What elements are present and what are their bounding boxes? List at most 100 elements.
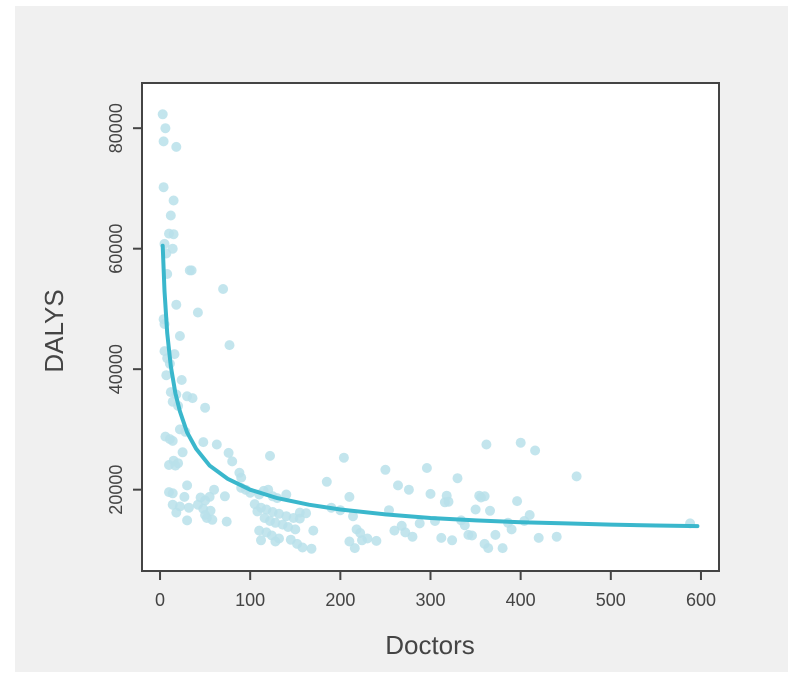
data-point <box>301 508 312 519</box>
data-point <box>481 439 492 450</box>
data-point <box>524 510 535 520</box>
data-point <box>192 307 203 318</box>
data-point <box>479 491 490 502</box>
data-point <box>161 370 172 381</box>
data-point <box>403 484 414 495</box>
data-point <box>186 265 197 276</box>
data-point <box>506 524 517 535</box>
data-point <box>459 520 470 531</box>
data-point <box>306 543 317 554</box>
data-point <box>207 514 218 525</box>
data-point <box>530 445 541 456</box>
y-tick-label: 80000 <box>106 103 126 153</box>
data-point <box>167 435 178 446</box>
data-point <box>218 284 229 294</box>
data-point <box>200 402 211 413</box>
data-point <box>393 480 403 491</box>
data-point <box>421 463 432 473</box>
data-point <box>236 472 247 483</box>
data-point <box>515 437 526 448</box>
data-point <box>414 518 425 529</box>
x-axis-ticks: 0 100 200 300 400 500 600 <box>155 571 716 610</box>
data-point <box>308 525 319 536</box>
data-point <box>167 488 178 499</box>
data-point <box>223 447 234 458</box>
x-tick-label: 300 <box>415 590 445 610</box>
data-point <box>470 504 481 515</box>
data-point <box>171 141 182 152</box>
x-tick-label: 100 <box>235 590 265 610</box>
data-point <box>571 471 582 482</box>
data-point <box>158 136 169 147</box>
data-point <box>467 530 477 541</box>
data-point <box>171 507 182 518</box>
data-point <box>371 535 382 546</box>
data-point <box>447 535 458 546</box>
data-point <box>209 484 220 495</box>
data-point <box>349 543 360 554</box>
figure-background: 0 100 200 300 400 500 600 20000 40000 60000 80000… <box>15 6 788 672</box>
data-point <box>176 375 187 385</box>
y-tick-label: 20000 <box>106 465 126 515</box>
data-point <box>389 525 400 536</box>
data-point <box>221 516 232 527</box>
data-point <box>297 542 308 553</box>
data-point <box>344 536 355 547</box>
data-point <box>270 536 281 547</box>
data-point <box>179 491 190 502</box>
data-point <box>400 527 411 538</box>
fit-curve <box>160 243 700 529</box>
data-point <box>182 515 193 526</box>
data-point <box>485 505 495 516</box>
data-point <box>157 109 168 120</box>
data-point <box>281 489 292 500</box>
data-point <box>219 491 230 502</box>
scatter-chart: 0 100 200 300 400 500 600 20000 40000 60000 80000… <box>39 82 720 660</box>
data-point <box>165 210 176 221</box>
data-point <box>169 349 180 360</box>
data-point <box>443 496 454 507</box>
data-point <box>512 496 523 507</box>
data-point <box>158 182 169 193</box>
data-point <box>183 502 194 513</box>
data-point <box>533 532 544 543</box>
data-point <box>362 533 373 544</box>
data-point <box>425 488 436 499</box>
y-tick-label: 60000 <box>106 224 126 274</box>
data-point <box>380 464 391 475</box>
x-tick-label: 600 <box>686 590 716 610</box>
data-point <box>160 123 171 134</box>
data-points <box>157 109 696 554</box>
data-point <box>265 450 275 461</box>
data-point <box>168 229 179 240</box>
data-point <box>227 456 238 467</box>
data-point <box>436 532 447 543</box>
data-point <box>348 511 358 522</box>
data-point <box>290 524 301 535</box>
data-point <box>551 531 562 542</box>
x-tick-label: 400 <box>506 590 536 610</box>
data-point <box>174 331 185 341</box>
data-point <box>256 535 266 546</box>
data-point <box>171 299 182 310</box>
x-tick-label: 200 <box>325 590 355 610</box>
x-tick-label: 500 <box>596 590 626 610</box>
x-axis-title: Doctors <box>385 630 475 660</box>
data-point <box>497 543 508 554</box>
y-axis-ticks: 20000 40000 60000 80000 <box>106 103 142 515</box>
data-point <box>452 473 463 484</box>
y-axis-title: DALYS <box>39 289 69 372</box>
data-point <box>483 543 494 554</box>
data-point <box>490 529 501 540</box>
data-point <box>224 340 235 351</box>
data-point <box>338 452 349 463</box>
data-point <box>177 447 188 458</box>
data-point <box>187 393 198 404</box>
data-point <box>182 480 193 491</box>
data-point <box>321 476 332 487</box>
data-point <box>168 195 179 206</box>
data-point <box>198 437 209 448</box>
data-point <box>211 439 222 450</box>
y-tick-label: 40000 <box>106 344 126 394</box>
data-point <box>252 506 263 517</box>
